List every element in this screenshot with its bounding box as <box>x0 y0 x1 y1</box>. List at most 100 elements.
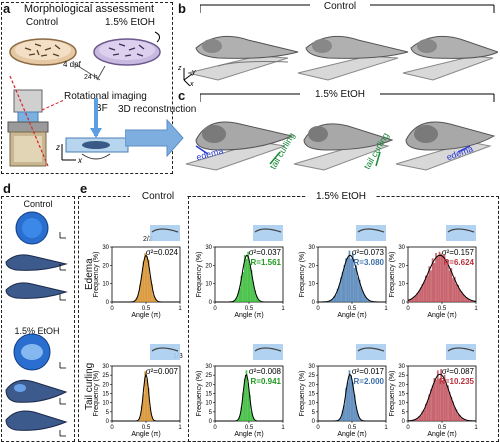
inset-thumbnail <box>253 225 283 241</box>
dpf-label: 4 dpf <box>63 60 81 69</box>
y-tick-label: 30 <box>205 245 212 251</box>
y-tick-label: 5 <box>209 410 213 416</box>
histogram-bar <box>453 276 456 302</box>
histogram-bar <box>453 407 456 421</box>
histogram-bar <box>245 370 248 421</box>
histogram-bar <box>416 418 419 421</box>
histogram-bar <box>360 287 363 302</box>
y-tick-label: 10 <box>308 282 315 288</box>
histogram-bar <box>255 295 258 302</box>
x-tick-label: 1 <box>384 306 388 312</box>
y-axis-label: Frequency (%) <box>389 252 396 298</box>
histogram-bar <box>357 413 359 421</box>
histogram-bar <box>450 397 453 421</box>
histogram-bar <box>442 380 444 421</box>
x-tick-label: 0 <box>213 306 217 312</box>
histogram-bar <box>333 296 335 302</box>
x-axis-label: Angle (π) <box>131 312 160 319</box>
x-tick-label: 0.5 <box>245 306 254 312</box>
y-tick-label: 10 <box>102 401 109 407</box>
histogram-bar <box>152 294 155 302</box>
histogram-bar <box>249 394 251 421</box>
panel-d-control: Control <box>23 199 53 209</box>
fit-curve <box>215 254 283 303</box>
histogram-tail-control: 0 5 10 15 20 25 30 0 0.5 1 Angle (π) Frequency (%) σ… <box>93 344 182 438</box>
histogram-bar <box>346 382 349 421</box>
x-tick-label: 0.5 <box>142 306 151 312</box>
histogram-bar <box>421 284 424 302</box>
panel-e-control: Control <box>130 191 186 202</box>
histogram-tail-etoh-3: 0 5 10 15 20 25 30 0 0.5 1 Angle (π) Frequency (%) σ… <box>389 344 478 438</box>
panel-a-letter: a <box>3 1 11 16</box>
y-tick-label: 0 <box>312 419 316 425</box>
sigma-label: σ²=0.037 <box>249 248 282 257</box>
histogram-bar <box>413 296 415 302</box>
histogram-bar <box>353 267 356 302</box>
x-tick-label: 0 <box>406 306 410 312</box>
histogram-tail-etoh-2: 0 5 10 15 20 25 30 0 0.5 1 Angle (π) Frequency (%) σ… <box>299 344 388 438</box>
histogram-bar <box>448 392 451 421</box>
histogram-bar <box>156 300 158 302</box>
histogram-bar <box>355 265 358 302</box>
histogram-bar <box>464 419 466 421</box>
histogram-bar <box>341 410 344 421</box>
histogram-bar <box>465 297 468 302</box>
histogram-bar <box>240 407 243 421</box>
histogram-bar <box>353 394 356 421</box>
histogram-bar <box>135 298 138 302</box>
fit-curve <box>407 254 477 302</box>
inset-thumbnail <box>356 225 386 241</box>
panel-e-etoh: 1.5% EtOH <box>306 191 376 202</box>
histogram-bar <box>242 392 244 421</box>
y-tick-label: 10 <box>398 401 405 407</box>
inset-fish <box>357 228 385 233</box>
inset-fish <box>447 347 475 352</box>
histogram-bar <box>438 378 441 421</box>
histogram-bar <box>423 281 425 302</box>
y-tick-label: 30 <box>102 364 109 370</box>
histogram-bar <box>139 417 141 421</box>
inset-fish <box>151 228 179 233</box>
y-tick-label: 25 <box>102 373 109 379</box>
histogram-bar <box>154 298 157 302</box>
y-tick-label: 30 <box>205 364 212 370</box>
histogram-bar <box>462 293 465 302</box>
fit-curve <box>318 254 386 303</box>
histogram-bar <box>450 268 453 302</box>
svg-text:x: x <box>189 81 194 86</box>
histogram-bar <box>447 260 449 302</box>
histogram-edema-etoh-3: 0 10 20 30 0 0.5 1 Angle (π) Frequency (%) σ²=0.1… <box>389 225 478 319</box>
histogram-bar <box>462 418 465 421</box>
histogram-bar <box>362 291 364 302</box>
histogram-bar <box>447 385 449 421</box>
histogram-bar <box>426 275 429 302</box>
inset-thumbnail <box>446 225 476 241</box>
histogram-bar <box>425 275 427 302</box>
y-tick-label: 0 <box>209 300 213 306</box>
histogram-bar <box>352 253 354 302</box>
histogram-bar <box>243 378 246 421</box>
panel-b-letter: b <box>178 1 186 16</box>
y-tick-label: 20 <box>102 382 109 388</box>
histogram-bar <box>151 416 153 421</box>
y-tick-label: 0 <box>402 300 406 306</box>
histogram-edema-etoh-2: 0 10 20 30 0 0.5 1 Angle (π) Frequency (%) σ²=0.0… <box>299 225 388 319</box>
inset-fish <box>254 347 282 352</box>
y-tick-label: 0 <box>402 419 406 425</box>
inset-fish <box>151 347 179 352</box>
fit-curve <box>318 373 386 422</box>
histogram-bar <box>350 375 352 421</box>
histogram-bar <box>247 383 249 421</box>
x-tick-label: 0 <box>213 425 217 431</box>
bf-label: BF <box>95 103 108 114</box>
y-axis-label: Frequency (%) <box>389 371 396 417</box>
histogram-bar <box>350 258 352 302</box>
x-axis-label: Angle (π) <box>337 312 366 319</box>
x-tick-label: 0 <box>406 425 410 431</box>
y-tick-label: 25 <box>308 373 315 379</box>
ratio-label: R=2.000 <box>354 377 385 386</box>
histogram-bar <box>346 257 349 302</box>
histogram-bar <box>431 385 434 421</box>
histogram-bar <box>452 278 454 302</box>
